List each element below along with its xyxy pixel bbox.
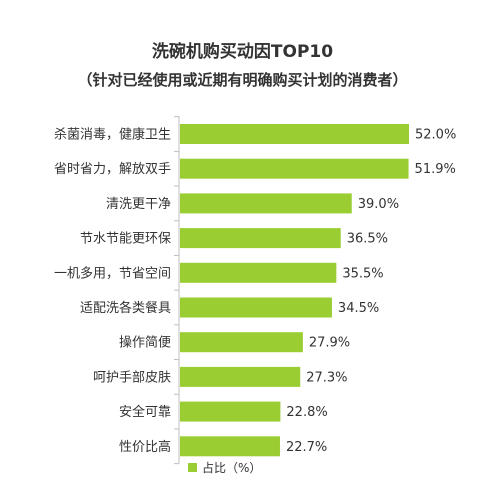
bar	[180, 401, 281, 422]
bar	[180, 262, 337, 283]
category-label: 清洗更干净	[106, 197, 171, 212]
bar	[180, 366, 301, 387]
category-label: 操作简便	[119, 335, 171, 351]
bar	[180, 158, 409, 179]
value-label: 51.9%	[415, 162, 456, 177]
category-label: 省时省力，解放双手	[54, 162, 171, 177]
plot-area: 杀菌消毒，健康卫生 52.0% 省时省力，解放双手 51.9% 清洗更干净 39.0% 节水…	[54, 116, 456, 465]
value-label: 35.5%	[342, 266, 383, 281]
category-label: 呵护手部皮肤	[93, 370, 171, 385]
value-label: 52.0%	[415, 128, 456, 143]
value-label: 39.0%	[358, 197, 399, 212]
value-label: 27.9%	[309, 336, 350, 351]
category-label: 一机多用，节省空间	[54, 265, 171, 281]
bar	[180, 124, 409, 144]
category-label: 杀菌消毒，健康卫生	[54, 127, 171, 143]
bar	[180, 193, 352, 214]
value-label: 22.8%	[286, 405, 327, 420]
bar	[180, 332, 303, 353]
legend-label: 占比（%）	[202, 460, 261, 475]
value-label: 27.3%	[306, 370, 347, 385]
value-label: 36.5%	[347, 232, 388, 247]
value-label: 34.5%	[338, 301, 379, 316]
chart-title: 洗碗机购买动因TOP10	[152, 41, 333, 62]
category-label: 性价比高	[119, 439, 171, 455]
bar	[180, 228, 341, 249]
value-label: 22.7%	[286, 440, 327, 455]
bar	[180, 297, 332, 318]
legend-swatch	[188, 463, 197, 472]
bar	[180, 436, 280, 457]
chart-subtitle: （针对已经使用或近期有明确购买计划的消费者）	[77, 71, 407, 89]
category-label: 适配洗各类餐具	[80, 300, 171, 316]
category-label: 节水节能更环保	[80, 232, 171, 247]
category-label: 安全可靠	[119, 404, 171, 420]
legend: 占比（%）	[188, 460, 261, 475]
